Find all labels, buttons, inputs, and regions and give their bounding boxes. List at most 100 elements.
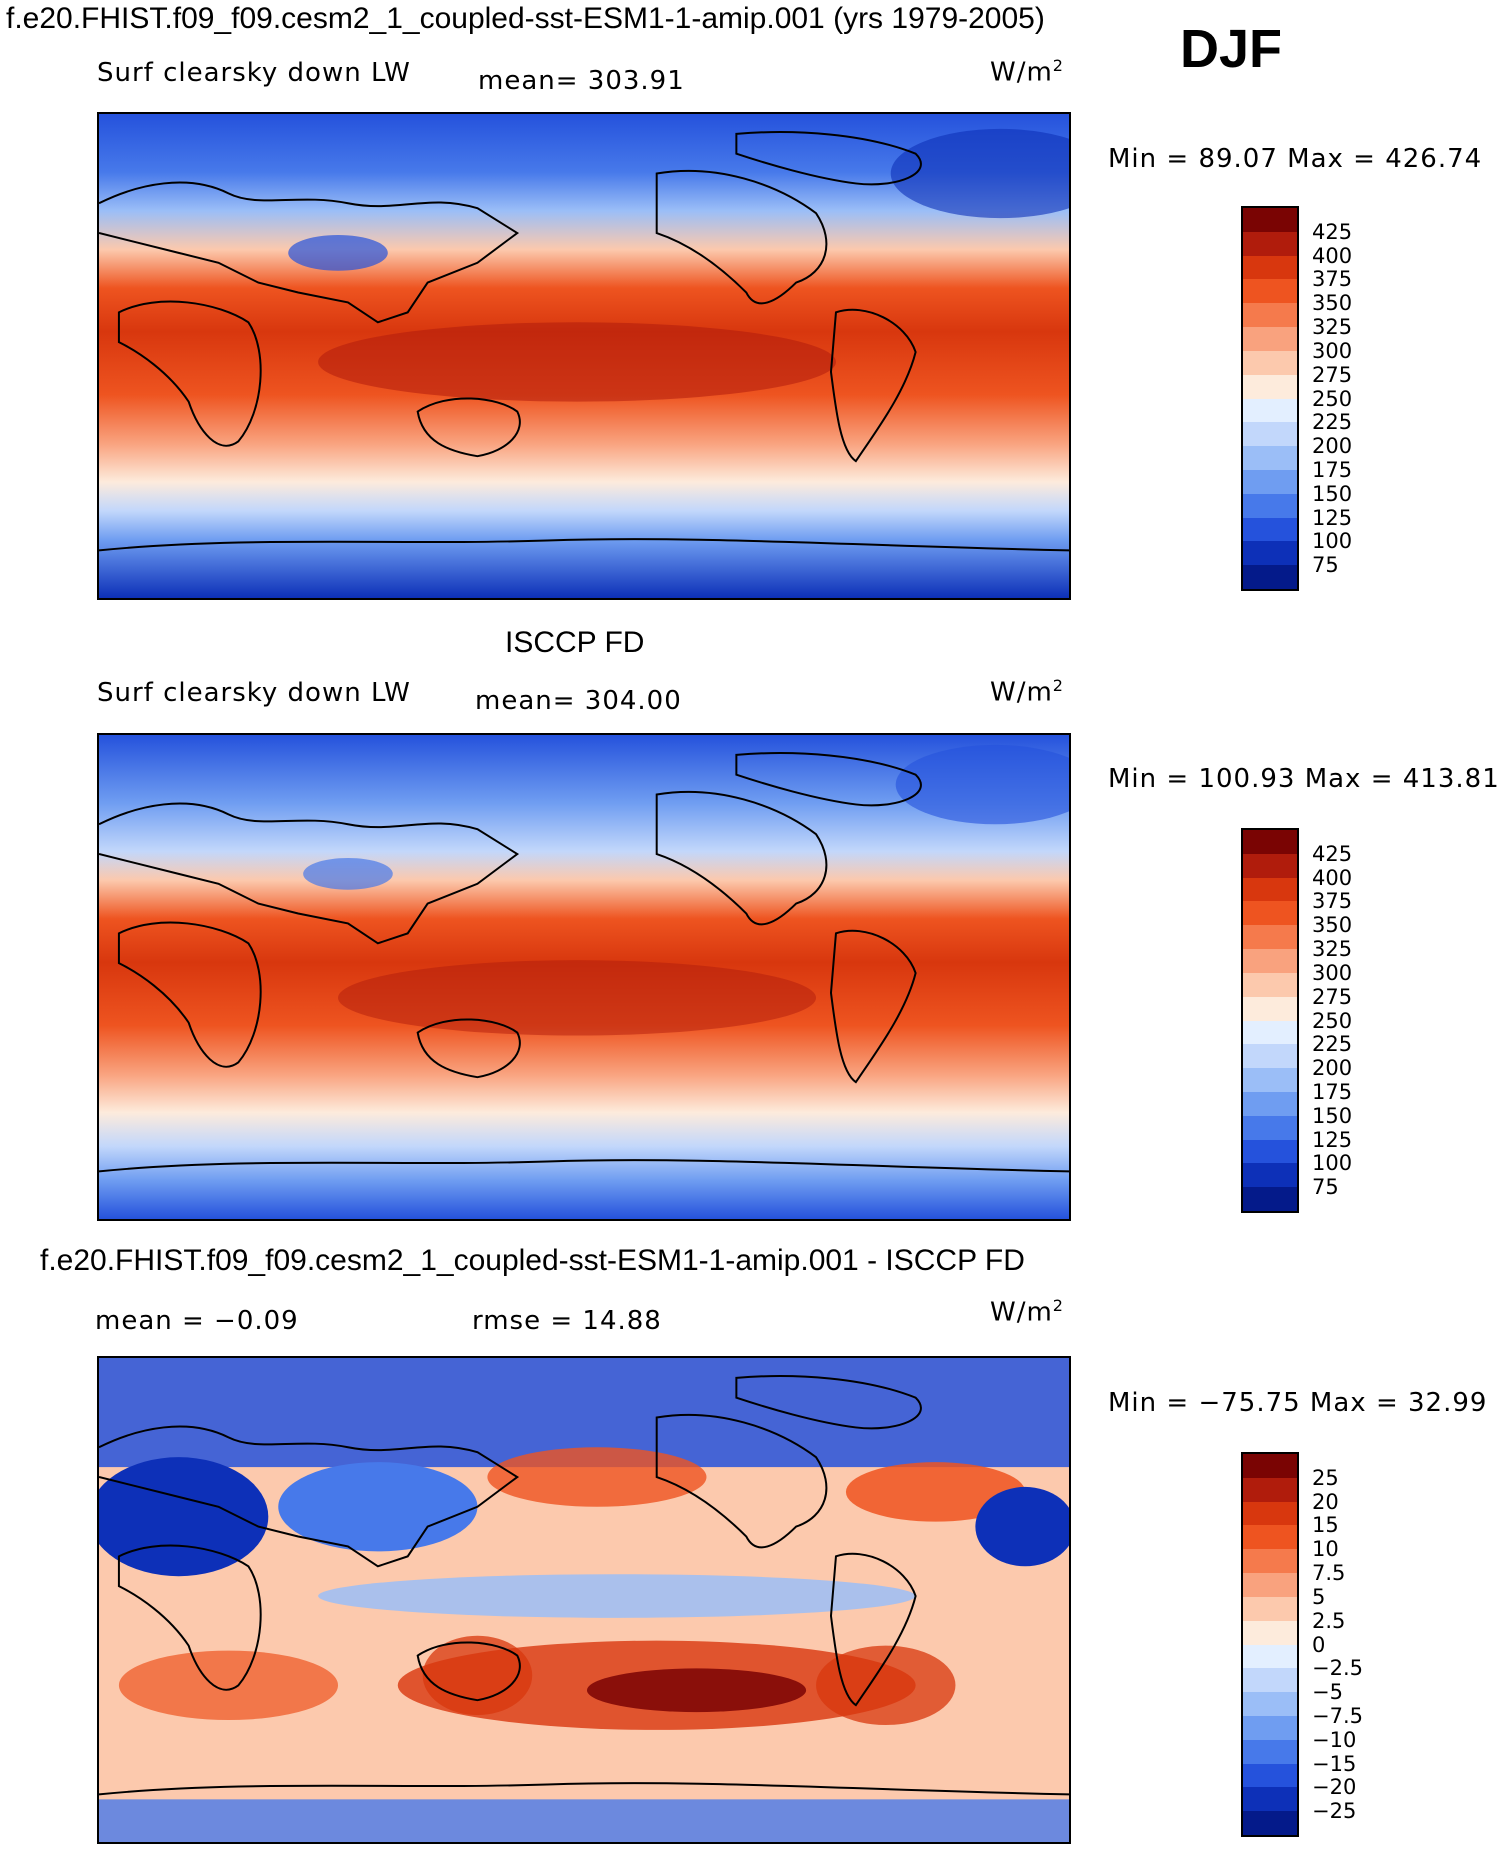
colorbar-tick-label: −25 (1312, 1799, 1357, 1824)
colorbar-swatch (1243, 949, 1297, 973)
panel2-tibet-cold (303, 857, 393, 890)
colorbar-swatch (1243, 231, 1297, 256)
colorbar-swatch (1243, 565, 1297, 589)
colorbar-tick-label: 325 (1312, 315, 1353, 340)
colorbar-tick-label: 150 (1312, 481, 1353, 506)
colorbar-tick-label: 20 (1312, 1489, 1339, 1514)
colorbar-tick-label: 275 (1312, 984, 1353, 1009)
panel3-colorbar (1241, 1452, 1299, 1837)
colorbar-swatch (1243, 1525, 1297, 1550)
colorbar-tick-label: 200 (1312, 434, 1353, 459)
colorbar-swatch (1243, 279, 1297, 304)
colorbar-tick-label: 350 (1312, 913, 1353, 938)
panel3-satl-warm (118, 1650, 339, 1721)
panel1-minmax: Min = 89.07 Max = 426.74 (1108, 144, 1483, 174)
colorbar-swatch (1243, 1763, 1297, 1788)
colorbar-swatch (1243, 877, 1297, 902)
panel1-greenland-cold (890, 128, 1069, 219)
colorbar-tick-label: 7.5 (1312, 1561, 1346, 1586)
colorbar-swatch (1243, 1596, 1297, 1621)
colorbar-swatch (1243, 350, 1297, 375)
panel1-mean: mean= 303.91 (478, 66, 685, 96)
colorbar-swatch (1243, 422, 1297, 447)
colorbar-swatch (1243, 446, 1297, 470)
colorbar-swatch (1243, 1644, 1297, 1669)
colorbar-tick-label: 75 (1312, 553, 1339, 578)
panel2-coastlines (99, 752, 1069, 1173)
colorbar-tick-label: 175 (1312, 1079, 1353, 1104)
colorbar-tick-label: 25 (1312, 1465, 1339, 1490)
panel1-coastlines (99, 131, 1069, 552)
panel3-natl-warm (845, 1462, 1026, 1522)
panel3-map (97, 1356, 1071, 1844)
panel2-units: W/m2 (990, 676, 1064, 708)
colorbar-tick-label: 300 (1312, 338, 1353, 363)
colorbar-swatch (1243, 925, 1297, 950)
colorbar-swatch (1243, 1620, 1297, 1645)
colorbar-swatch (1243, 398, 1297, 423)
colorbar-swatch (1243, 255, 1297, 280)
colorbar-tick-label: 10 (1312, 1537, 1339, 1562)
colorbar-tick-label: 2.5 (1312, 1608, 1346, 1633)
colorbar-tick-label: 400 (1312, 865, 1353, 890)
colorbar-swatch (1243, 1115, 1297, 1140)
panel3-units: W/m2 (990, 1296, 1064, 1328)
colorbar-swatch (1243, 541, 1297, 566)
colorbar-tick-label: 250 (1312, 386, 1353, 411)
colorbar-tick-label: −2.5 (1312, 1656, 1363, 1681)
panel3-antarctic-band (99, 1799, 1069, 1842)
colorbar-swatch (1243, 517, 1297, 542)
colorbar-swatch (1243, 1501, 1297, 1526)
colorbar-swatch (1243, 493, 1297, 518)
panel3-spac-max (586, 1668, 807, 1713)
colorbar-tick-label: 325 (1312, 937, 1353, 962)
colorbar-tick-label: 225 (1312, 410, 1353, 435)
colorbar-swatch (1243, 374, 1297, 399)
panel3-map-svg (99, 1358, 1069, 1842)
panel2-variable: Surf clearsky down LW (97, 678, 411, 708)
colorbar-tick-label: 375 (1312, 267, 1353, 292)
colorbar-tick-label: 125 (1312, 1127, 1353, 1152)
panel3-aus-warm (422, 1635, 533, 1716)
colorbar-tick-label: −15 (1312, 1751, 1357, 1776)
figure-title: f.e20.FHIST.f09_f09.cesm2_1_coupled-sst-… (6, 2, 1045, 35)
colorbar-tick-label: −5 (1312, 1680, 1343, 1705)
colorbar-tick-label: 125 (1312, 505, 1353, 530)
panel3-equator-cool (318, 1574, 916, 1618)
colorbar-swatch (1243, 972, 1297, 997)
colorbar-swatch (1243, 1715, 1297, 1740)
colorbar-swatch (1243, 469, 1297, 494)
panel2-greenland-cold (895, 744, 1069, 825)
colorbar-tick-label: −20 (1312, 1775, 1357, 1800)
panel2-map-svg (99, 735, 1069, 1219)
colorbar-tick-label: 425 (1312, 841, 1353, 866)
colorbar-swatch (1243, 303, 1297, 328)
colorbar-tick-label: 400 (1312, 243, 1353, 268)
colorbar-tick-label: 100 (1312, 529, 1353, 554)
colorbar-swatch (1243, 208, 1297, 232)
colorbar-tick-label: 5 (1312, 1584, 1326, 1609)
panel3-rmse: rmse = 14.88 (472, 1306, 662, 1336)
colorbar-swatch (1243, 1811, 1297, 1835)
colorbar-swatch (1243, 996, 1297, 1021)
colorbar-tick-label: 0 (1312, 1632, 1326, 1657)
colorbar-tick-label: 425 (1312, 219, 1353, 244)
panel2-mean: mean= 304.00 (475, 686, 682, 716)
colorbar-tick-label: 250 (1312, 1008, 1353, 1033)
panel2-colorbar (1241, 828, 1299, 1213)
colorbar-tick-label: 15 (1312, 1513, 1339, 1538)
colorbar-swatch (1243, 1692, 1297, 1716)
colorbar-swatch (1243, 1573, 1297, 1597)
colorbar-tick-label: 300 (1312, 960, 1353, 985)
colorbar-swatch (1243, 327, 1297, 351)
panel1-tibet-cold (288, 235, 388, 271)
colorbar-swatch (1243, 1068, 1297, 1092)
colorbar-tick-label: 100 (1312, 1151, 1353, 1176)
colorbar-tick-label: 150 (1312, 1103, 1353, 1128)
panel3-mean: mean = −0.09 (95, 1306, 299, 1336)
panel2-heading: ISCCP FD (505, 626, 645, 659)
colorbar-tick-label: −7.5 (1312, 1703, 1363, 1728)
colorbar-swatch (1243, 1044, 1297, 1069)
colorbar-tick-label: 175 (1312, 457, 1353, 482)
colorbar-swatch (1243, 1187, 1297, 1211)
